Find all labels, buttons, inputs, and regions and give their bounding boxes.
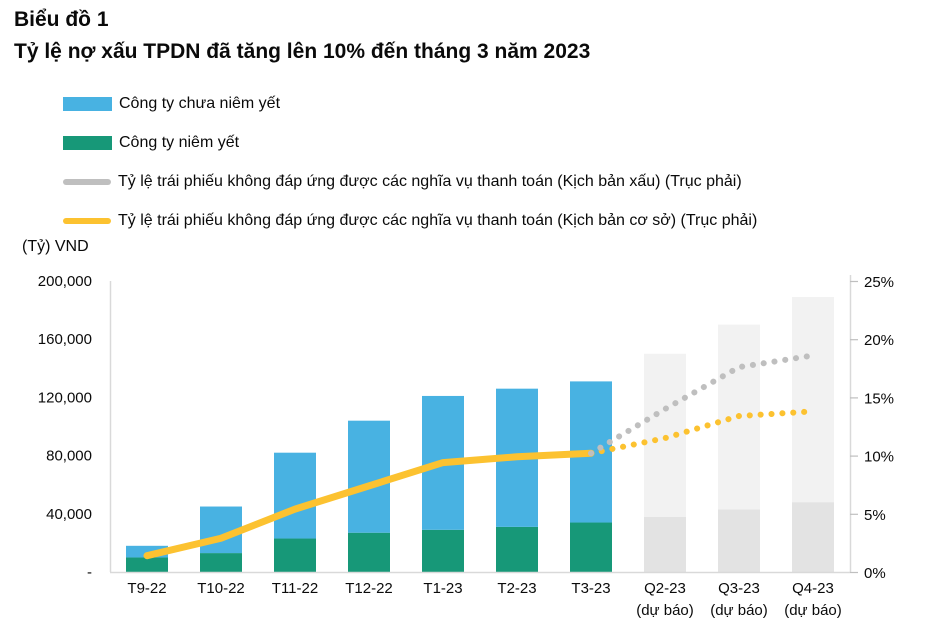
bar-segment	[644, 516, 686, 572]
bar-segment	[570, 522, 612, 572]
bar-segment	[126, 545, 168, 558]
legend-swatch-listed	[63, 135, 112, 150]
line-series-solid	[143, 449, 595, 560]
bar-segment	[348, 420, 390, 533]
left-axis-tick: -	[87, 564, 92, 581]
line-series-dotted	[588, 352, 816, 457]
legend-item-listed: Công ty niêm yết	[63, 131, 757, 154]
x-axis-sublabel: (dự báo)	[784, 602, 842, 619]
x-axis-sublabel: (dự báo)	[636, 602, 694, 619]
chart-title-block: Biểu đồ 1 Tỷ lệ nợ xấu TPDN đã tăng lên …	[14, 4, 590, 67]
bar-segment	[792, 502, 834, 572]
x-axis-label: Q3-23	[718, 580, 760, 597]
x-axis-label: T12-22	[345, 580, 393, 597]
legend-label: Công ty chưa niêm yết	[119, 94, 281, 112]
bar-segment	[274, 538, 316, 572]
x-axis-label: Q4-23	[792, 580, 834, 597]
left-axis-tick: 160,000	[38, 331, 92, 348]
chart-canvas: 200,000 160,000 120,000 80,000 40,000 - 25% 20%…	[38, 273, 894, 619]
bar-segment	[718, 509, 760, 572]
x-axis-sublabel: (dự báo)	[710, 602, 768, 619]
legend-label: Công ty niêm yết	[119, 133, 240, 151]
legend-item-unlisted: Công ty chưa niêm yết	[63, 92, 757, 115]
chart-number-title: Biểu đồ 1	[14, 8, 109, 31]
bar-segment	[792, 297, 834, 503]
bar-segment	[496, 526, 538, 572]
legend-label: Tỷ lệ trái phiếu không đáp ứng được các …	[118, 172, 742, 190]
right-axis-tick: 20%	[864, 332, 894, 349]
x-axis-label: T9-22	[127, 580, 166, 597]
chart-main-title: Tỷ lệ nợ xấu TPDN đã tăng lên 10% đến th…	[14, 39, 591, 63]
right-axis-tick: 0%	[864, 565, 886, 582]
right-axis-tick: 10%	[864, 449, 894, 466]
legend-swatch-base-scenario	[63, 217, 111, 224]
left-axis-tick: 80,000	[46, 448, 92, 465]
x-axis-label: T2-23	[497, 580, 536, 597]
bar-segment	[126, 557, 168, 572]
left-axis-tick: 200,000	[38, 273, 92, 290]
x-axis-label: T10-22	[197, 580, 245, 597]
right-axis-tick: 15%	[864, 390, 894, 407]
left-axis-unit-label: (Tỷ) VND	[22, 238, 89, 255]
chart-legend: Công ty chưa niêm yết Công ty niêm yết T…	[63, 92, 757, 248]
bar-segment	[422, 529, 464, 572]
x-axis-label: T3-23	[571, 580, 610, 597]
bar-segment	[200, 553, 242, 572]
x-axis-label: T1-23	[423, 580, 462, 597]
right-axis-tick: 25%	[864, 274, 894, 291]
legend-swatch-unlisted	[63, 96, 112, 111]
legend-swatch-bad-scenario	[63, 178, 111, 185]
legend-label: Tỷ lệ trái phiếu không đáp ứng được các …	[118, 211, 758, 229]
bar-segment	[274, 452, 316, 539]
line-series-dotted	[588, 408, 816, 457]
x-axis-label: T11-22	[272, 580, 318, 597]
left-axis-tick: 40,000	[46, 506, 92, 523]
bar-segment	[348, 532, 390, 572]
left-axis-tick: 120,000	[38, 389, 92, 406]
legend-item-base-scenario: Tỷ lệ trái phiếu không đáp ứng được các …	[63, 209, 757, 232]
x-axis-label: Q2-23	[644, 580, 686, 597]
right-axis-tick: 5%	[864, 507, 886, 524]
legend-item-bad-scenario: Tỷ lệ trái phiếu không đáp ứng được các …	[63, 170, 757, 193]
